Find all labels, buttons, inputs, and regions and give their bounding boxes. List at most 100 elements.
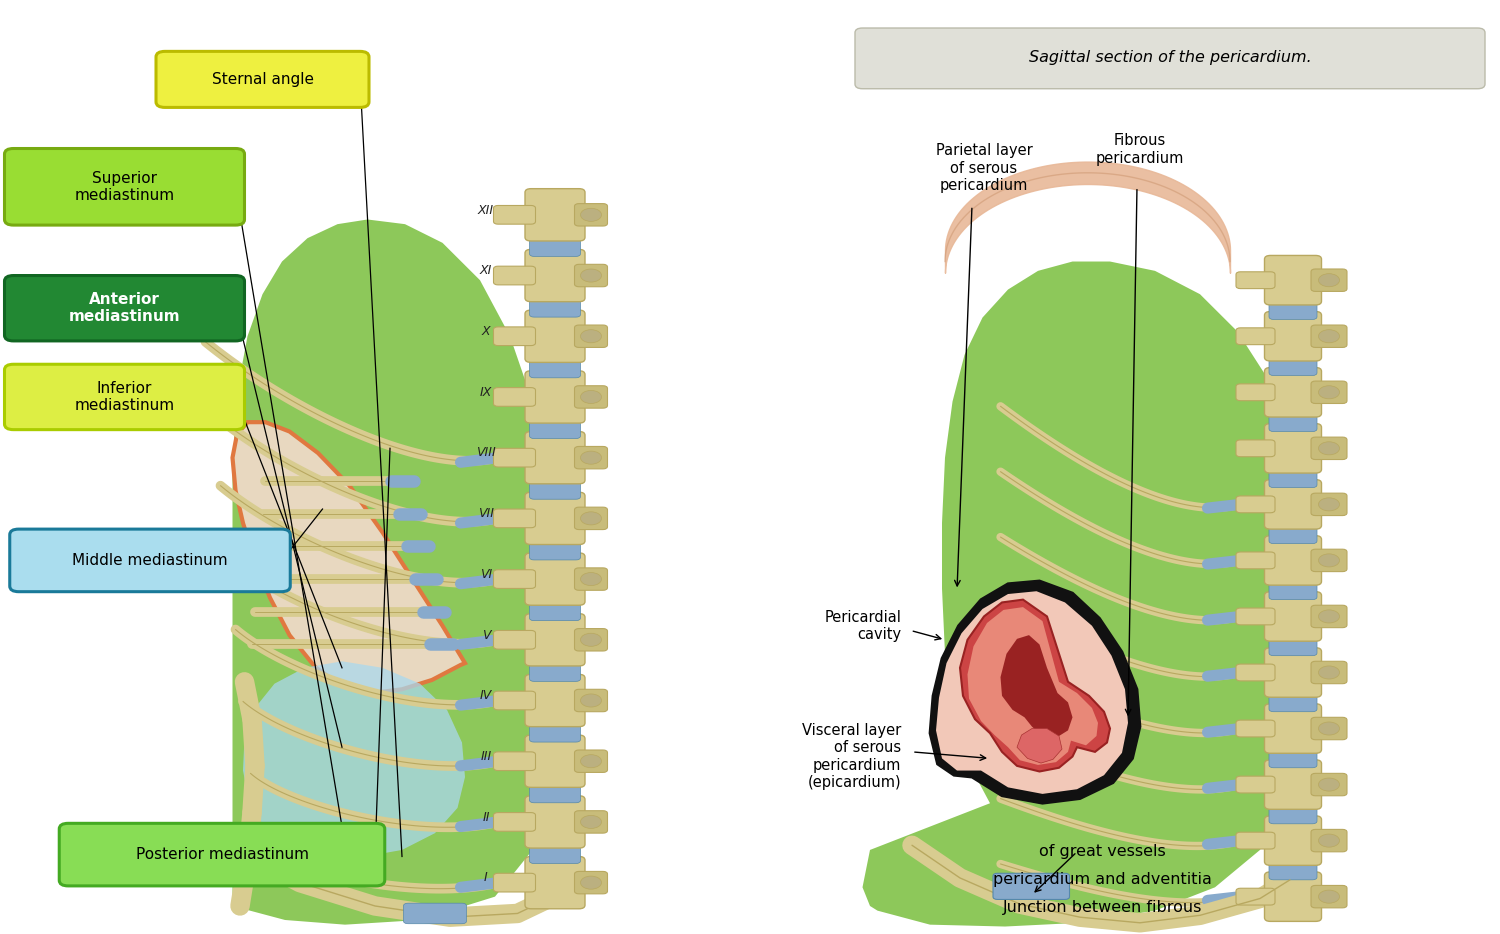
FancyBboxPatch shape <box>1264 367 1322 417</box>
FancyBboxPatch shape <box>530 295 580 318</box>
Polygon shape <box>1017 729 1062 763</box>
FancyBboxPatch shape <box>530 719 580 742</box>
Text: VII: VII <box>478 507 494 520</box>
FancyBboxPatch shape <box>1236 328 1275 345</box>
FancyBboxPatch shape <box>10 529 291 592</box>
FancyBboxPatch shape <box>574 386 608 408</box>
FancyBboxPatch shape <box>60 824 384 885</box>
Text: Anterior
mediastinum: Anterior mediastinum <box>69 292 180 324</box>
Text: Inferior
mediastinum: Inferior mediastinum <box>75 381 174 413</box>
Circle shape <box>1318 386 1340 399</box>
FancyBboxPatch shape <box>404 903 466 924</box>
Polygon shape <box>1000 635 1072 738</box>
FancyBboxPatch shape <box>1311 717 1347 740</box>
FancyBboxPatch shape <box>1236 384 1275 401</box>
FancyBboxPatch shape <box>525 735 585 787</box>
FancyBboxPatch shape <box>1269 633 1317 656</box>
FancyBboxPatch shape <box>494 266 536 285</box>
FancyBboxPatch shape <box>574 264 608 287</box>
FancyBboxPatch shape <box>530 841 580 863</box>
FancyBboxPatch shape <box>494 327 536 346</box>
FancyBboxPatch shape <box>494 630 536 649</box>
FancyBboxPatch shape <box>1264 592 1322 641</box>
FancyBboxPatch shape <box>530 416 580 439</box>
FancyBboxPatch shape <box>574 871 608 894</box>
FancyBboxPatch shape <box>855 28 1485 89</box>
Circle shape <box>580 573 602 586</box>
FancyBboxPatch shape <box>1311 493 1347 516</box>
FancyBboxPatch shape <box>525 796 585 848</box>
FancyBboxPatch shape <box>574 446 608 469</box>
Text: Sternal angle: Sternal angle <box>211 72 314 87</box>
FancyBboxPatch shape <box>1264 424 1322 473</box>
Circle shape <box>580 390 602 403</box>
FancyBboxPatch shape <box>494 691 536 710</box>
Circle shape <box>1318 890 1340 903</box>
FancyBboxPatch shape <box>1311 381 1347 403</box>
FancyBboxPatch shape <box>574 204 608 226</box>
Circle shape <box>1318 498 1340 511</box>
FancyBboxPatch shape <box>1264 648 1322 697</box>
Text: XI: XI <box>480 264 492 277</box>
Circle shape <box>1318 554 1340 567</box>
Polygon shape <box>960 600 1110 771</box>
FancyBboxPatch shape <box>574 689 608 712</box>
Text: XII: XII <box>478 204 494 217</box>
Circle shape <box>1318 610 1340 623</box>
Circle shape <box>1318 778 1340 791</box>
FancyBboxPatch shape <box>1236 552 1275 569</box>
Polygon shape <box>862 262 1312 927</box>
FancyBboxPatch shape <box>530 659 580 682</box>
Polygon shape <box>243 661 465 857</box>
Text: Posterior mediastinum: Posterior mediastinum <box>135 847 309 862</box>
FancyBboxPatch shape <box>1269 745 1317 768</box>
FancyBboxPatch shape <box>1311 829 1347 852</box>
Circle shape <box>580 269 602 282</box>
Text: Superior
mediastinum: Superior mediastinum <box>75 171 174 203</box>
FancyBboxPatch shape <box>1264 536 1322 585</box>
FancyBboxPatch shape <box>1236 888 1275 905</box>
FancyBboxPatch shape <box>525 249 585 302</box>
Polygon shape <box>232 422 465 693</box>
FancyBboxPatch shape <box>574 629 608 651</box>
FancyBboxPatch shape <box>494 752 536 771</box>
Circle shape <box>580 512 602 525</box>
FancyBboxPatch shape <box>525 432 585 484</box>
FancyBboxPatch shape <box>1269 353 1317 375</box>
Text: Middle mediastinum: Middle mediastinum <box>72 553 228 568</box>
FancyBboxPatch shape <box>530 781 580 803</box>
FancyBboxPatch shape <box>530 355 580 377</box>
Polygon shape <box>936 591 1128 794</box>
FancyBboxPatch shape <box>1264 816 1322 865</box>
Text: V: V <box>482 629 490 642</box>
Text: VI: VI <box>480 568 492 581</box>
FancyBboxPatch shape <box>530 476 580 499</box>
FancyBboxPatch shape <box>525 674 585 727</box>
FancyBboxPatch shape <box>1236 776 1275 793</box>
FancyBboxPatch shape <box>1264 255 1322 304</box>
FancyBboxPatch shape <box>1264 480 1322 529</box>
FancyBboxPatch shape <box>1264 704 1322 753</box>
FancyBboxPatch shape <box>494 873 536 892</box>
Circle shape <box>1318 722 1340 735</box>
FancyBboxPatch shape <box>494 448 536 467</box>
FancyBboxPatch shape <box>530 598 580 620</box>
FancyBboxPatch shape <box>1269 857 1317 880</box>
Circle shape <box>1318 834 1340 847</box>
FancyBboxPatch shape <box>525 189 585 241</box>
Circle shape <box>580 330 602 343</box>
Circle shape <box>580 208 602 221</box>
FancyBboxPatch shape <box>494 388 536 406</box>
FancyBboxPatch shape <box>574 811 608 833</box>
FancyBboxPatch shape <box>1311 437 1347 460</box>
FancyBboxPatch shape <box>1236 720 1275 737</box>
FancyBboxPatch shape <box>1269 409 1317 432</box>
FancyBboxPatch shape <box>494 205 536 224</box>
Circle shape <box>580 633 602 646</box>
FancyBboxPatch shape <box>1269 521 1317 544</box>
FancyBboxPatch shape <box>525 371 585 423</box>
Text: pericardium and adventitia: pericardium and adventitia <box>993 872 1212 887</box>
Text: III: III <box>480 750 492 763</box>
FancyBboxPatch shape <box>525 310 585 362</box>
FancyBboxPatch shape <box>1264 872 1322 921</box>
